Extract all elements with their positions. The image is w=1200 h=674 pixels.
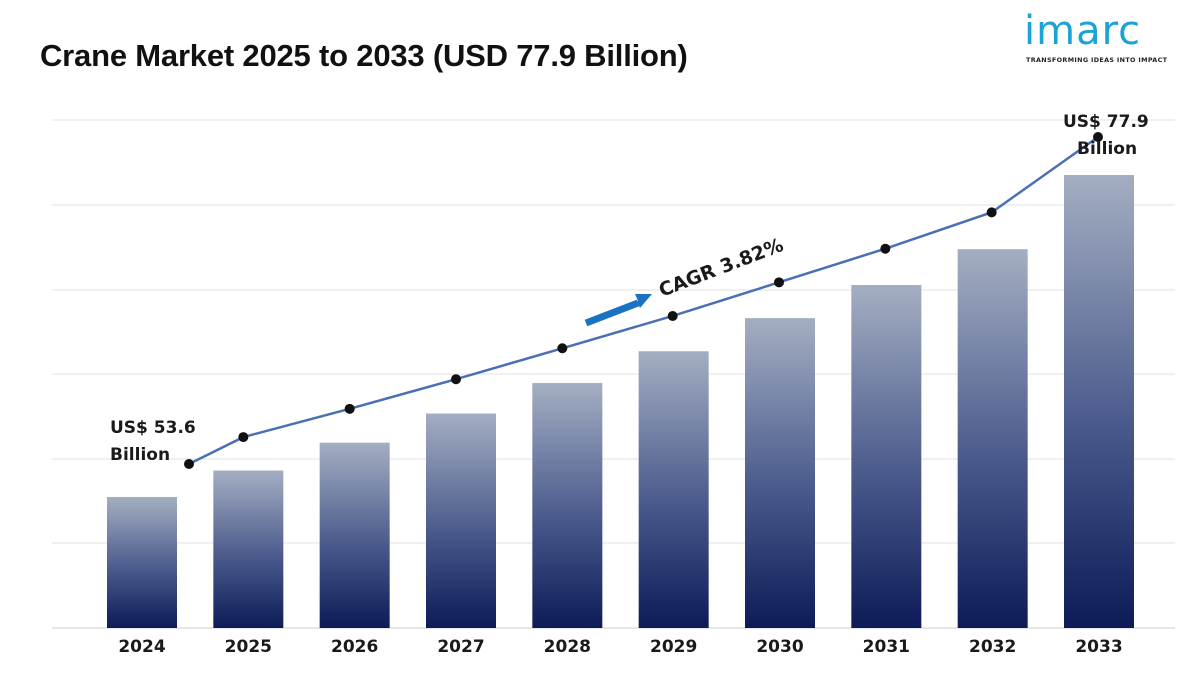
x-tick-label: 2028 xyxy=(544,637,591,657)
x-tick-label: 2030 xyxy=(756,637,803,657)
bar-2028 xyxy=(532,383,603,628)
x-tick-label: 2031 xyxy=(863,637,910,657)
marker-2024 xyxy=(184,459,194,469)
x-tick-label: 2032 xyxy=(969,637,1016,657)
cagr-arrow-shaft xyxy=(584,299,640,327)
marker-2031 xyxy=(880,243,891,254)
marker-2033 xyxy=(1093,132,1103,142)
marker-2029 xyxy=(667,310,678,321)
end-value-unit: Billion xyxy=(1077,139,1137,159)
marker-2030 xyxy=(774,277,784,288)
x-tick-label: 2029 xyxy=(650,637,697,657)
marker-2032 xyxy=(986,207,997,218)
bar-2031 xyxy=(851,284,922,628)
x-tick-label: 2025 xyxy=(225,637,272,657)
x-tick-label: 2027 xyxy=(437,637,484,657)
bar-2033 xyxy=(1064,175,1134,628)
logo-wordmark: imarc xyxy=(1024,8,1142,54)
bar-2025 xyxy=(213,470,284,628)
chart-title: Crane Market 2025 to 2033 (USD 77.9 Bill… xyxy=(40,38,688,73)
bar-2029 xyxy=(638,351,709,628)
bar-2024 xyxy=(107,497,177,628)
bar-2030 xyxy=(745,318,815,628)
cagr-arrow-icon xyxy=(584,294,652,321)
trend-line xyxy=(188,135,1099,466)
logo-tagline: TRANSFORMING IDEAS INTO IMPACT xyxy=(1026,56,1168,64)
x-tick-label: 2033 xyxy=(1075,637,1122,657)
marker-2027 xyxy=(451,374,461,385)
marker-2028 xyxy=(557,343,568,354)
bar-2027 xyxy=(426,413,496,628)
start-value-label: US$ 53.6 xyxy=(110,418,196,438)
x-tick-label: 2024 xyxy=(118,637,165,657)
end-value-label: US$ 77.9 xyxy=(1063,112,1149,132)
bar-2026 xyxy=(319,442,390,628)
cagr-label: CAGR 3.82% xyxy=(656,234,787,302)
imarc-logo: imarc TRANSFORMING IDEAS INTO IMPACT xyxy=(1024,8,1184,68)
start-value-unit: Billion xyxy=(110,445,170,465)
bar-2032 xyxy=(957,249,1028,629)
x-tick-label: 2026 xyxy=(331,637,378,657)
marker-2026 xyxy=(344,403,355,414)
marker-2025 xyxy=(238,432,249,443)
